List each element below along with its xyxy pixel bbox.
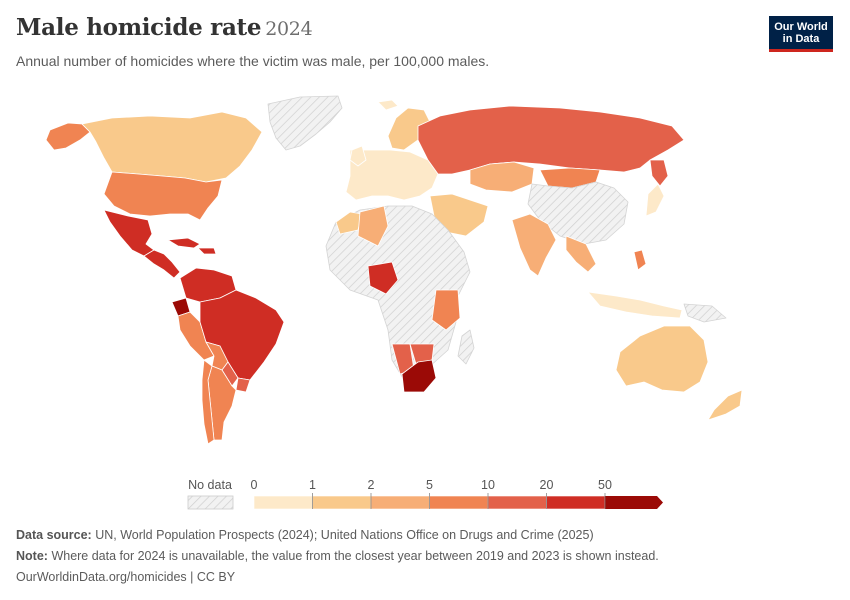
region-madagascar[interactable]	[457, 329, 475, 365]
region-central-america[interactable]	[143, 249, 181, 279]
legend-no-data-label: No data	[188, 478, 232, 492]
region-alaska[interactable]	[45, 122, 91, 151]
legend-tick-label: 0	[251, 478, 258, 492]
region-southeast-asia[interactable]	[565, 235, 597, 273]
region-australia[interactable]	[615, 325, 709, 393]
legend-bin[interactable]	[546, 495, 606, 510]
legend-bin[interactable]	[605, 496, 663, 509]
legend-bin[interactable]	[429, 495, 489, 510]
chart-title: Male homicide rate 2024	[16, 14, 313, 41]
region-caribbean[interactable]	[167, 237, 201, 249]
region-iceland[interactable]	[377, 99, 399, 111]
region-mexico[interactable]	[103, 209, 155, 257]
region-uruguay[interactable]	[235, 377, 251, 393]
region-russia[interactable]	[417, 105, 685, 175]
region-south-africa[interactable]	[401, 359, 437, 393]
region-philippines[interactable]	[633, 249, 647, 271]
region-uk[interactable]	[349, 145, 367, 167]
region-india[interactable]	[511, 213, 557, 277]
world-map[interactable]	[0, 88, 850, 468]
footer-source: Data source: UN, World Population Prospe…	[16, 528, 594, 542]
region-usa[interactable]	[103, 171, 223, 221]
legend-tick-label: 50	[598, 478, 612, 492]
footer-url[interactable]: OurWorldinData.org/homicides | CC BY	[16, 570, 236, 584]
legend-tick-label: 2	[368, 478, 375, 492]
region-chile[interactable]	[201, 359, 215, 445]
footer-note: Note: Where data for 2024 is unavailable…	[16, 549, 659, 563]
region-europe[interactable]	[345, 149, 439, 201]
region-japan[interactable]	[645, 183, 665, 217]
region-algeria[interactable]	[357, 205, 389, 247]
region-canada[interactable]	[81, 111, 263, 183]
legend-no-data-swatch	[187, 495, 234, 510]
region-africa[interactable]	[325, 205, 471, 381]
region-kamchatka[interactable]	[649, 159, 669, 187]
legend-bin[interactable]	[312, 495, 372, 510]
legend-bin[interactable]	[253, 495, 313, 510]
owid-logo[interactable]: Our World in Data	[769, 16, 833, 52]
region-hispaniola[interactable]	[197, 247, 217, 255]
legend-tick-label: 20	[540, 478, 554, 492]
title-year: 2024	[265, 18, 313, 40]
chart-subtitle: Annual number of homicides where the vic…	[16, 53, 490, 69]
legend-tick-label: 10	[481, 478, 495, 492]
region-nigeria[interactable]	[367, 261, 399, 295]
region-new-zealand[interactable]	[707, 389, 743, 421]
legend-bin[interactable]	[487, 495, 547, 510]
legend-bin[interactable]	[370, 495, 430, 510]
legend-tick-label: 1	[309, 478, 316, 492]
legend-tick-label: 5	[426, 478, 433, 492]
region-papua[interactable]	[683, 303, 727, 323]
color-legend: No data 0 1 2 5 10 20 50	[187, 478, 663, 510]
region-greenland[interactable]	[267, 95, 343, 151]
region-indonesia[interactable]	[587, 291, 683, 319]
region-east-africa[interactable]	[431, 289, 461, 331]
